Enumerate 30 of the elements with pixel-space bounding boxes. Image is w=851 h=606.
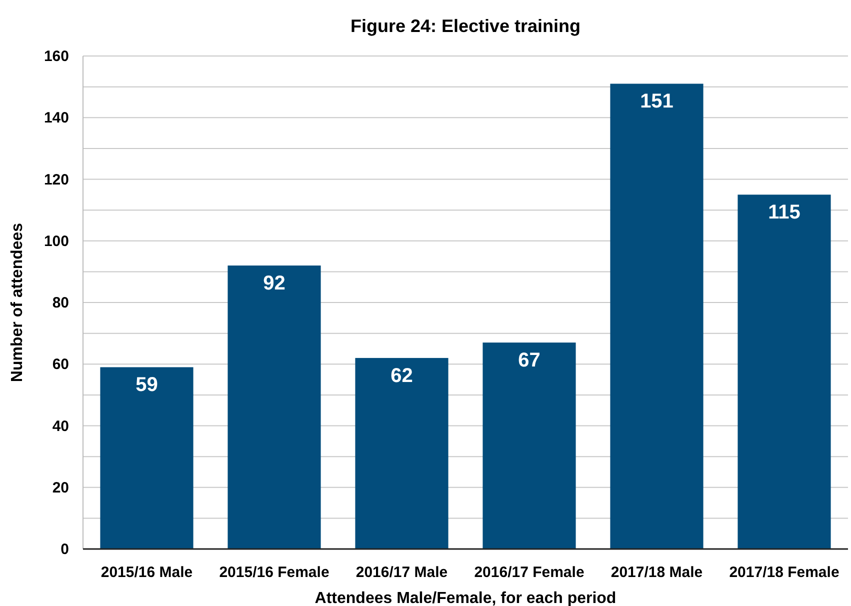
y-tick-label: 140 <box>44 110 69 127</box>
bar <box>738 194 831 549</box>
x-axis-title: Attendees Male/Female, for each period <box>314 590 616 606</box>
y-axis-title: Number of attendees <box>9 222 26 382</box>
y-tick-label: 40 <box>52 418 69 435</box>
bar <box>228 266 321 549</box>
bar <box>610 84 704 549</box>
data-label: 115 <box>768 202 800 224</box>
y-tick-label: 0 <box>60 541 69 558</box>
x-tick-label: 2017/18 Male <box>610 564 703 581</box>
x-tick-label: 2015/16 Male <box>100 564 193 581</box>
y-tick-label: 160 <box>44 48 69 65</box>
y-tick-label: 60 <box>52 356 69 374</box>
bar <box>482 342 576 549</box>
x-tick-label: 2016/17 Female <box>474 564 584 581</box>
data-label: 92 <box>263 272 286 295</box>
y-tick-label: 100 <box>44 232 69 250</box>
data-label: 62 <box>390 364 413 387</box>
y-tick-label: 120 <box>44 171 69 188</box>
data-label: 59 <box>136 374 158 396</box>
y-tick-label: 80 <box>52 294 69 312</box>
bar <box>100 367 194 549</box>
data-label: 151 <box>640 90 674 113</box>
data-label: 67 <box>518 350 540 372</box>
chart-title: Figure 24: Elective training <box>350 16 581 36</box>
bar <box>355 358 448 549</box>
x-tick-label: 2017/18 Female <box>729 564 840 581</box>
y-tick-label: 20 <box>52 479 69 496</box>
x-tick-label: 2016/17 Male <box>356 564 448 581</box>
x-tick-label: 2015/16 Female <box>219 564 330 581</box>
